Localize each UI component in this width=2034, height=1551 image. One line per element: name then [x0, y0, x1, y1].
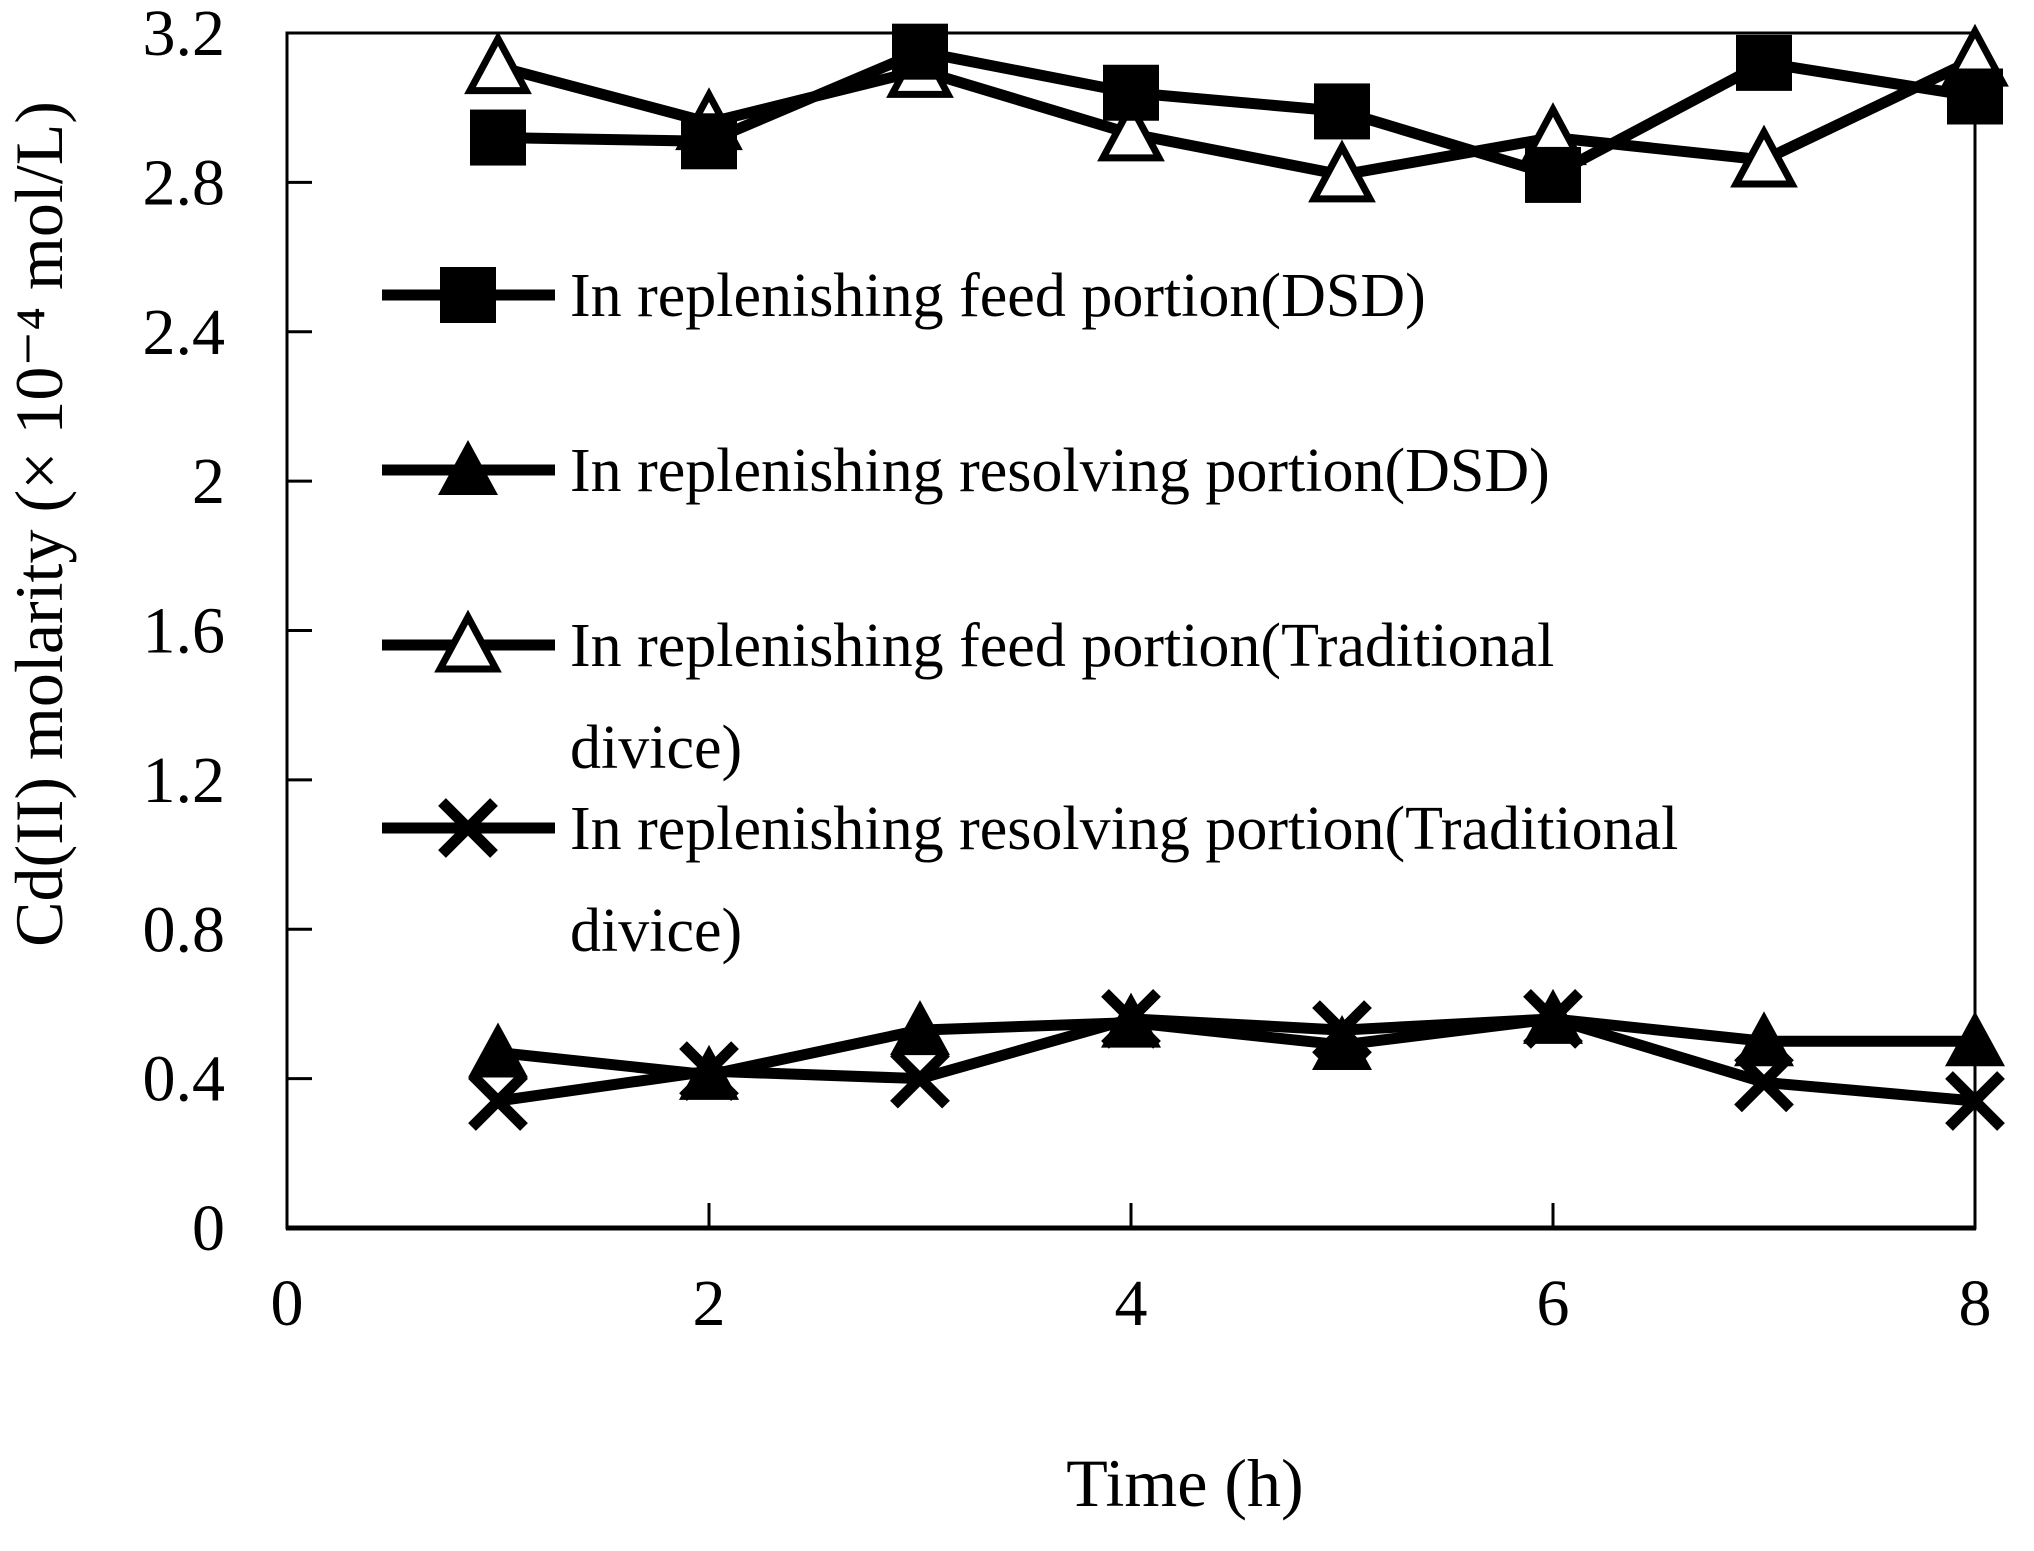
marker-x-cross-3 — [1945, 1071, 2005, 1131]
series-line-2 — [496, 54, 1978, 181]
marker-filled-square-0 — [1314, 83, 1370, 140]
y-tick-label: 2.8 — [143, 146, 226, 219]
marker-filled-square-0 — [1947, 68, 2003, 125]
x-tick-label: 0 — [271, 1267, 304, 1340]
x-tick-label: 8 — [1959, 1267, 1992, 1340]
y-tick-label: 0 — [192, 1192, 225, 1265]
marker-filled-triangle-1 — [1523, 988, 1583, 1044]
marker-open-triangle-2 — [1730, 124, 1798, 188]
x-axis-title: Time (h) — [1066, 1445, 1303, 1521]
marker-filled-square-legend-0 — [440, 267, 496, 323]
marker-open-triangle-legend-2 — [434, 609, 502, 673]
marker-x-cross-3 — [890, 1048, 950, 1109]
y-tick-label: 1.6 — [143, 595, 226, 668]
y-tick-label: 3.2 — [143, 0, 226, 70]
marker-filled-triangle-1 — [1101, 992, 1161, 1048]
marker-filled-triangle-1 — [468, 1022, 528, 1078]
x-tick-label: 2 — [693, 1267, 726, 1340]
y-tick-label: 2 — [192, 445, 225, 518]
series-line-1 — [497, 1013, 1975, 1081]
y-tick-label: 1.2 — [143, 744, 226, 817]
legend-label-3: In replenishing resolving portion(Tradit… — [570, 795, 1678, 863]
y-axis-title: Cd(II) molarity (× 10⁻⁴ mol/L) — [1, 101, 77, 947]
series-line-0 — [497, 45, 1976, 181]
marker-filled-square-0 — [681, 113, 737, 170]
marker-filled-square-0 — [1103, 64, 1159, 121]
x-tick-label: 6 — [1537, 1267, 1570, 1340]
marker-filled-triangle-1 — [1945, 1011, 2005, 1067]
marker-filled-triangle-1 — [890, 1000, 950, 1056]
y-tick-label: 0.8 — [143, 893, 226, 966]
plot-area: 0 0.4 0.8 1.2 1.6 2 2.4 2.8 3.2 0 2 4 6 8 In replenish… — [143, 0, 2009, 1340]
y-tick-label: 2.4 — [143, 296, 226, 369]
marker-filled-square-0 — [1736, 34, 1792, 91]
x-tick-label: 4 — [1115, 1267, 1148, 1340]
marker-filled-triangle-1 — [1312, 1015, 1372, 1071]
legend-label-3: divice) — [570, 897, 742, 965]
marker-filled-square-0 — [470, 109, 526, 166]
marker-x-cross-legend-3 — [438, 798, 498, 858]
marker-filled-square-0 — [892, 23, 948, 80]
legend-label-1: In replenishing resolving portion(DSD) — [570, 437, 1550, 505]
marker-filled-triangle-legend-1 — [438, 440, 498, 495]
marker-open-triangle-2 — [1308, 139, 1376, 203]
marker-filled-square-0 — [1525, 146, 1581, 203]
marker-filled-triangle-1 — [679, 1044, 739, 1100]
legend-label-2: divice) — [570, 714, 742, 782]
legend-label-2: In replenishing feed portion(Traditional — [570, 612, 1554, 680]
marker-open-triangle-2 — [464, 31, 532, 95]
marker-filled-triangle-1 — [1734, 1011, 1794, 1067]
legend-label-0: In replenishing feed portion(DSD) — [570, 262, 1426, 330]
y-tick-label: 0.4 — [143, 1043, 226, 1116]
marker-open-triangle-2 — [1097, 98, 1165, 162]
marker-x-cross-3 — [468, 1071, 528, 1131]
